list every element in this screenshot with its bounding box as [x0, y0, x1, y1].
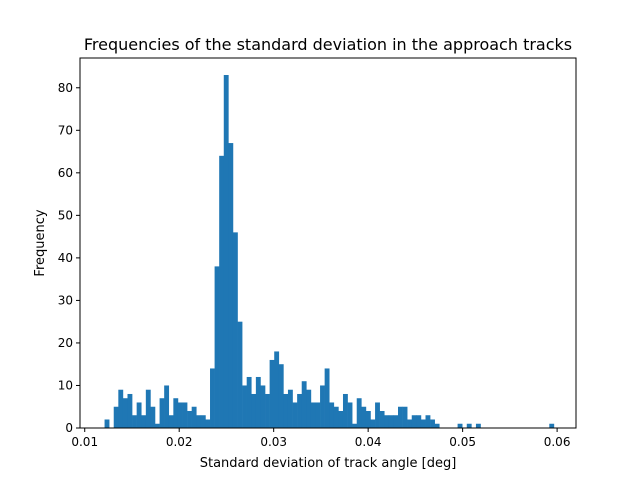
histogram-bar	[365, 410, 371, 428]
histogram-bar	[320, 385, 325, 428]
histogram-bar	[145, 389, 151, 428]
histogram-bar	[466, 423, 472, 428]
histogram-bar	[434, 423, 440, 428]
histogram-bar	[338, 410, 344, 428]
histogram-bar	[356, 398, 362, 428]
histogram-bar	[297, 393, 303, 428]
histogram-bar	[420, 419, 426, 428]
histogram-bar	[265, 393, 270, 428]
histogram-bar	[210, 368, 215, 428]
histogram-bar	[329, 402, 335, 428]
histogram-bar	[205, 419, 211, 428]
x-tick-label: 0.01	[71, 435, 98, 449]
x-tick-label: 0.02	[166, 435, 193, 449]
x-axis-ticks: 0.01 0.02 0.03 0.04 0.05 0.06	[71, 428, 570, 449]
histogram-bar	[283, 393, 289, 428]
y-tick-label: 60	[58, 166, 73, 180]
histogram-bar	[113, 406, 119, 428]
histogram-bar	[402, 406, 408, 428]
y-tick-label: 50	[58, 208, 73, 222]
histogram-bar	[315, 402, 321, 428]
y-axis-label: Frequency	[33, 209, 48, 276]
histogram-bar	[324, 368, 330, 428]
histogram-bar	[278, 364, 284, 428]
histogram-bar	[342, 393, 348, 428]
histogram-bar	[306, 389, 312, 428]
histogram-bar	[191, 406, 197, 428]
histogram-bar	[411, 415, 417, 428]
histogram-bar	[457, 423, 463, 428]
y-tick-label: 70	[58, 123, 73, 137]
histogram-bar	[407, 419, 413, 428]
histogram-bar	[187, 410, 192, 428]
y-tick-label: 80	[58, 81, 73, 95]
histogram-bar	[127, 393, 133, 428]
x-tick-label: 0.05	[449, 435, 476, 449]
histogram-bar	[347, 402, 353, 428]
histogram-bar	[168, 415, 174, 428]
histogram-bar	[251, 393, 257, 428]
histogram-bar	[425, 415, 431, 428]
x-axis-label: Standard deviation of track angle [deg]	[200, 456, 457, 471]
y-tick-label: 10	[58, 378, 73, 392]
histogram-bar	[173, 398, 179, 428]
histogram-bar	[384, 415, 390, 428]
histogram-bar	[430, 419, 435, 428]
histogram-bar	[274, 351, 280, 428]
y-axis-ticks: 0 10 20 30 40 50 60 70 80	[58, 81, 80, 435]
histogram-bar	[155, 423, 160, 428]
histogram-bar	[150, 406, 156, 428]
histogram-bar	[255, 376, 261, 428]
histogram-bar	[361, 406, 367, 428]
histogram-bar	[214, 266, 220, 428]
histogram-bars	[104, 75, 555, 428]
histogram-bar	[475, 423, 481, 428]
histogram-bar	[370, 419, 376, 428]
histogram-bar	[301, 381, 307, 428]
histogram-bar	[379, 410, 385, 428]
histogram-bar	[393, 415, 399, 428]
histogram-bar	[237, 321, 243, 428]
chart-title: Frequencies of the standard deviation in…	[84, 35, 572, 54]
y-tick-label: 20	[58, 336, 73, 350]
histogram-bar	[416, 415, 422, 428]
histogram-bar	[122, 398, 128, 428]
histogram-bar	[219, 155, 225, 428]
histogram-bar	[182, 402, 188, 428]
histogram-bar	[246, 376, 252, 428]
histogram-bar	[132, 415, 137, 428]
histogram-bar	[104, 419, 110, 428]
x-tick-label: 0.06	[544, 435, 571, 449]
histogram-bar	[164, 385, 170, 428]
histogram-bar	[549, 423, 555, 428]
y-tick-label: 40	[58, 251, 73, 265]
x-tick-label: 0.04	[355, 435, 382, 449]
histogram-bar	[269, 359, 275, 428]
histogram-bar	[375, 402, 380, 428]
histogram-bar	[200, 415, 206, 428]
histogram-bar	[260, 385, 266, 428]
histogram-bar	[177, 402, 183, 428]
histogram-bar	[352, 423, 358, 428]
y-tick-label: 30	[58, 293, 73, 307]
x-tick-label: 0.03	[260, 435, 287, 449]
histogram-bar	[136, 402, 142, 428]
histogram-bar	[228, 143, 234, 428]
plot-frame	[79, 57, 577, 429]
histogram-bar	[232, 232, 238, 428]
histogram-bar	[310, 402, 316, 428]
y-tick-label: 0	[65, 421, 73, 435]
histogram-bar	[141, 415, 147, 428]
histogram-bar	[287, 389, 293, 428]
histogram-bar	[242, 385, 247, 428]
histogram-bar	[118, 389, 124, 428]
histogram-bar	[333, 406, 339, 428]
histogram-bar	[398, 406, 403, 428]
histogram-bar	[388, 415, 394, 428]
histogram-bar	[159, 398, 165, 428]
histogram-bar	[223, 75, 229, 428]
histogram-bar	[292, 402, 298, 428]
histogram-bar	[196, 415, 202, 428]
